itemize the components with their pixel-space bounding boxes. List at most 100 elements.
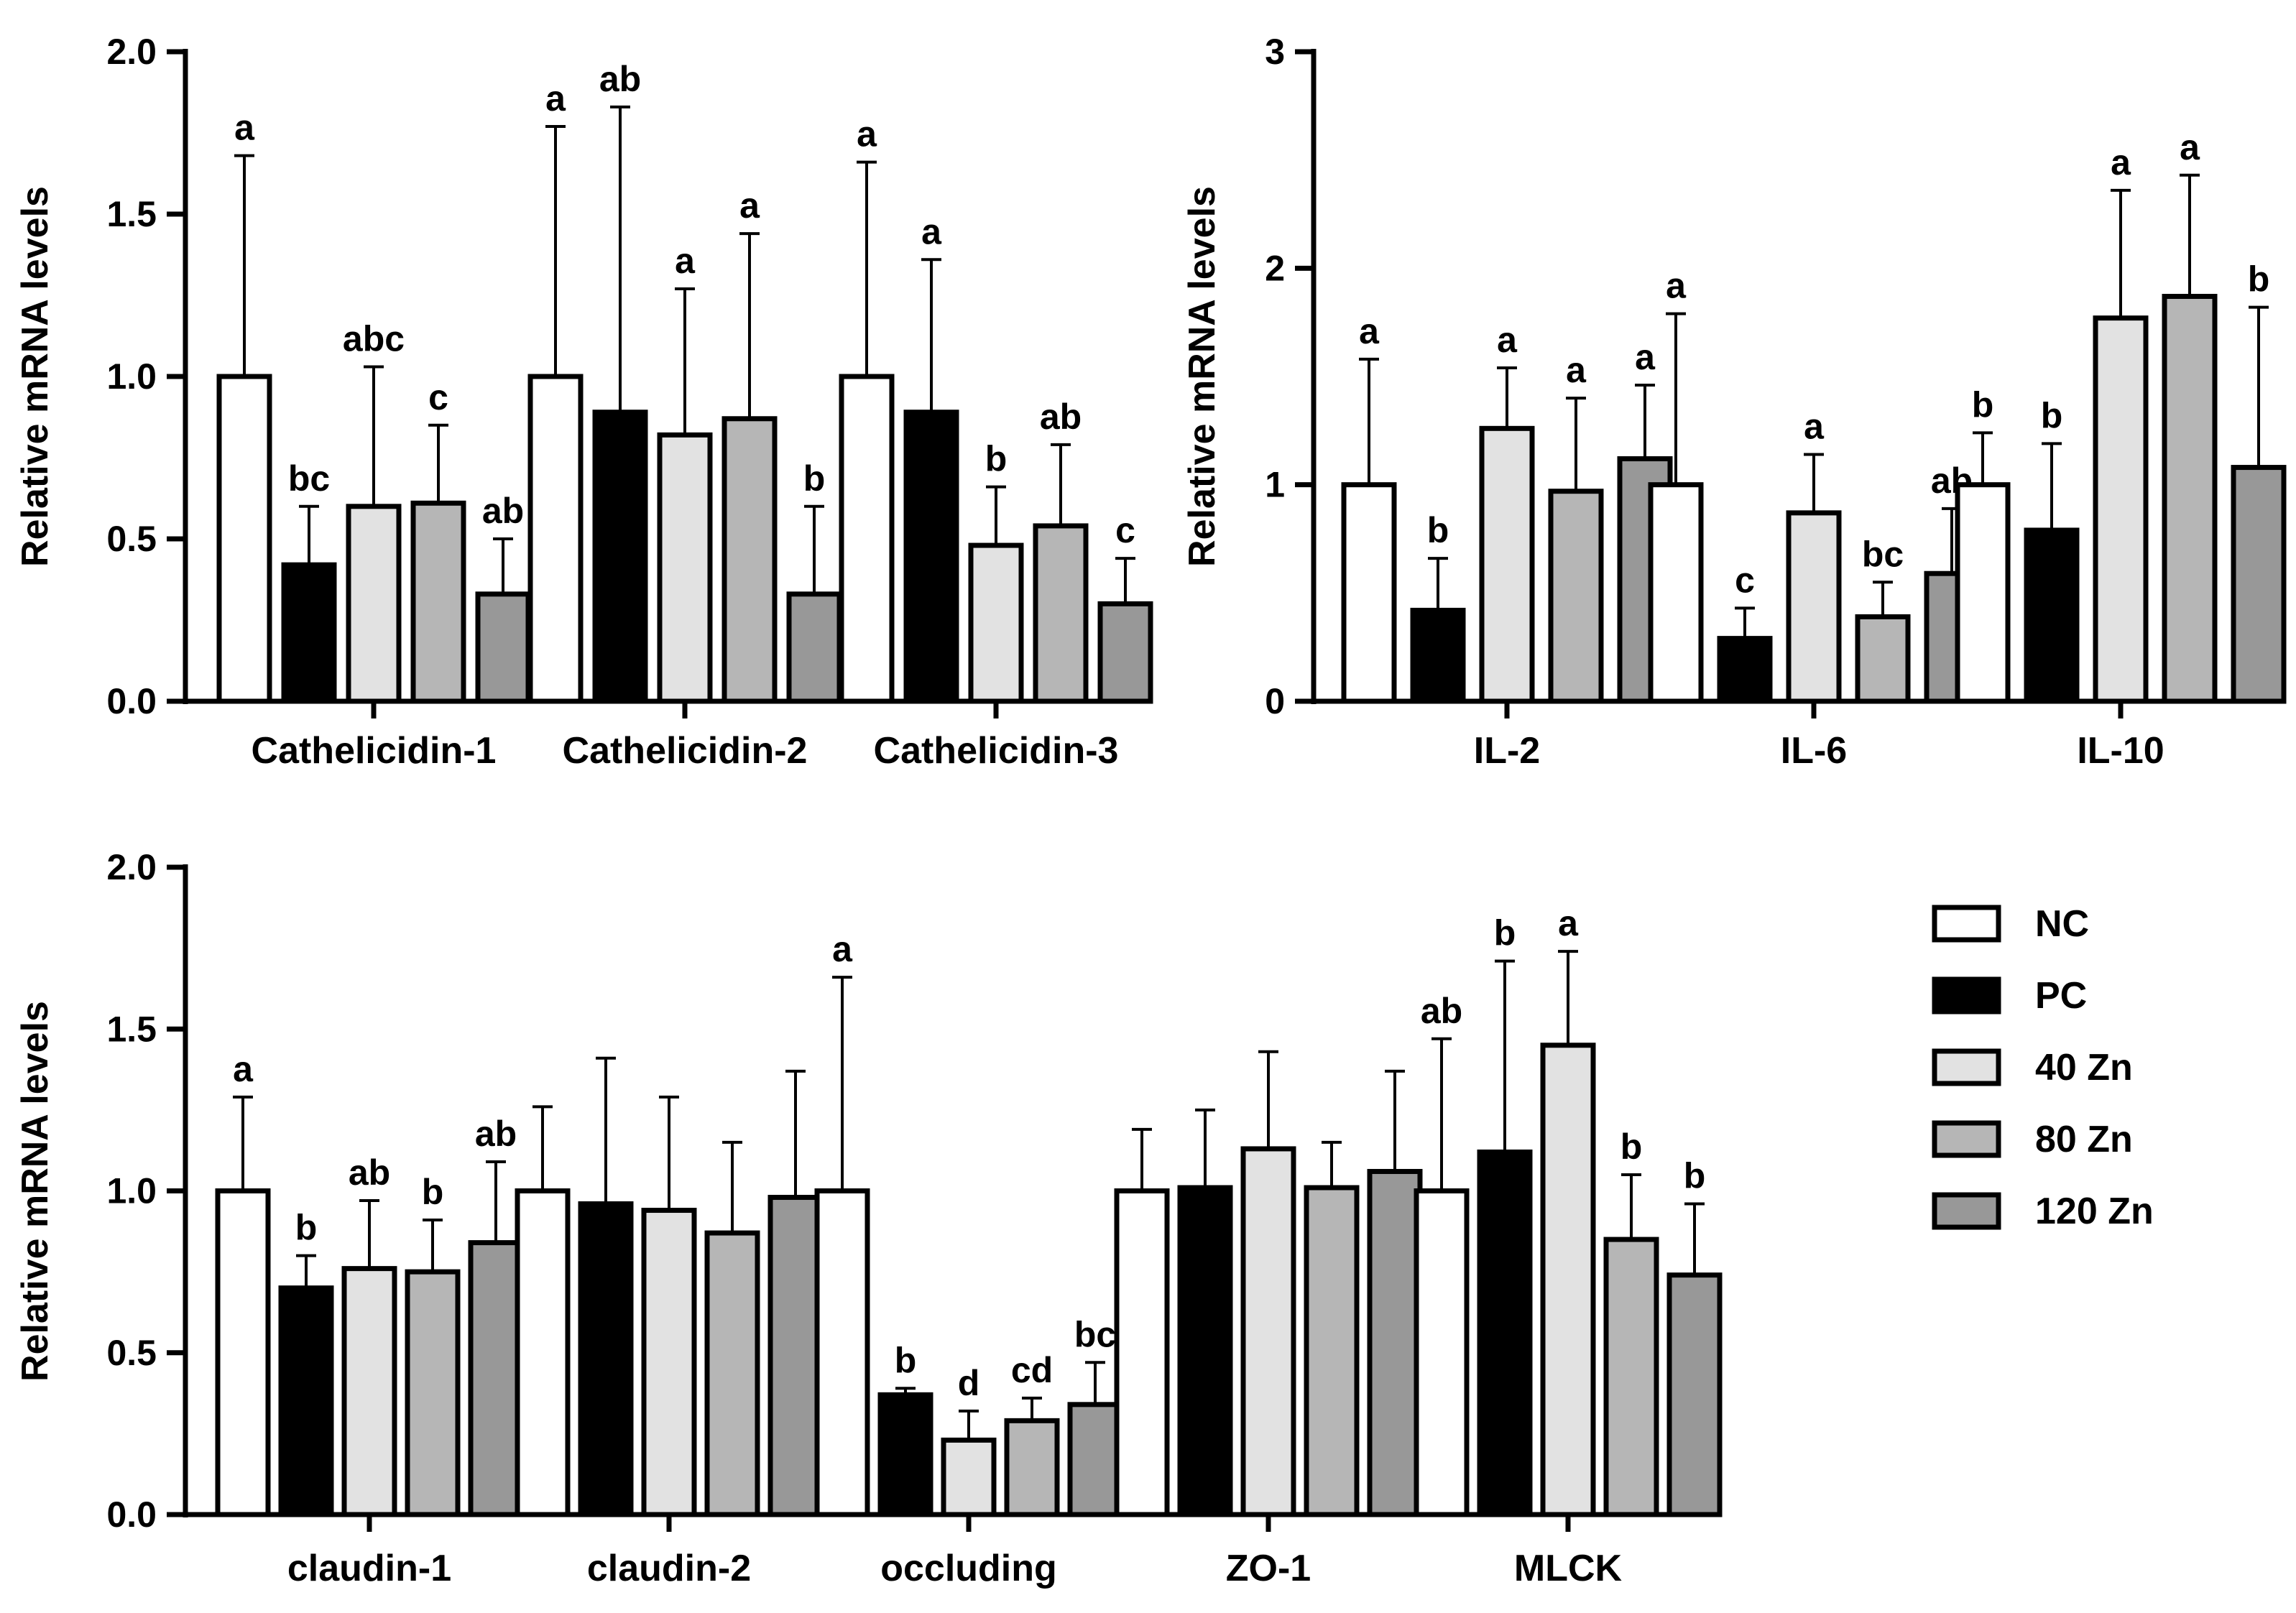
y-tick-label: 0.0	[106, 1494, 157, 1535]
significance-letter: a	[739, 185, 760, 226]
significance-letter: cd	[1011, 1350, 1053, 1390]
significance-letter: a	[1666, 266, 1687, 306]
bar-mlck-pc	[1477, 1149, 1533, 1517]
y-tick-label: 1	[1265, 465, 1285, 505]
significance-letter: a	[1497, 320, 1518, 360]
y-axis-label: Relative mRNA levels	[14, 1001, 56, 1382]
bar-zo-1-nc	[1114, 1188, 1170, 1517]
y-tick-label: 0.0	[106, 681, 157, 721]
x-tick-label-cathelicidin-2: Cathelicidin-2	[563, 730, 808, 772]
legend-label-40-zn: 40 Zn	[2035, 1047, 2133, 1089]
bar-cathelicidin-1-40-zn	[346, 504, 402, 704]
y-tick-label: 1.5	[106, 1009, 157, 1049]
bar-mlck-nc	[1414, 1188, 1470, 1517]
significance-letter: a	[234, 108, 255, 148]
y-tick-label: 0.5	[106, 519, 157, 559]
bar-cathelicidin-3-nc	[839, 374, 895, 704]
significance-letter: b	[1620, 1127, 1643, 1167]
significance-letter: a	[1804, 406, 1825, 446]
bar-il-10-80-zn	[2162, 294, 2218, 704]
x-tick-label-cathelicidin-3: Cathelicidin-3	[874, 730, 1119, 772]
bar-zo-1-pc	[1177, 1185, 1233, 1517]
bar-il-2-40-zn	[1479, 425, 1535, 704]
significance-letter: a	[2111, 142, 2131, 182]
significance-letter: a	[1558, 903, 1579, 943]
significance-letter: c	[428, 377, 448, 417]
legend-label-80-zn: 80 Zn	[2035, 1119, 2133, 1160]
x-tick-label-claudin-1: claudin-1	[287, 1548, 451, 1589]
bar-claudin-2-nc	[515, 1188, 571, 1517]
y-tick-label: 1.0	[106, 1171, 157, 1211]
bar-occluding-40-zn	[941, 1437, 997, 1517]
bar-mlck-80-zn	[1603, 1237, 1659, 1517]
bar-il-10-40-zn	[2093, 315, 2149, 704]
legend-swatch-80-zn	[1932, 1120, 2001, 1158]
bar-claudin-2-pc	[578, 1201, 634, 1517]
bar-claudin-1-120-zn	[468, 1240, 524, 1517]
bar-cathelicidin-2-pc	[592, 410, 648, 704]
panel-tight-junction: 0.0 0.5 1.0 1.5 2.0 Relative mRNA levels claud…	[14, 847, 1723, 1589]
bar-il-10-120-zn	[2231, 465, 2287, 704]
significance-letter: ab	[482, 491, 524, 531]
significance-letter: b	[1684, 1156, 1706, 1196]
legend-swatch-pc	[1932, 976, 2001, 1015]
legend: NC PC 40 Zn 80 Zn 120 Zn	[1932, 903, 2154, 1232]
bar-il-2-80-zn	[1548, 489, 1604, 704]
significance-letter: abc	[343, 318, 405, 359]
legend-label-nc: NC	[2035, 903, 2089, 945]
significance-letter: b	[803, 458, 826, 499]
bar-il-10-pc	[2024, 527, 2080, 704]
significance-letter: b	[295, 1208, 318, 1248]
x-tick-label-il-2: IL-2	[1474, 730, 1540, 772]
bar-claudin-1-pc	[278, 1285, 334, 1517]
significance-letter: a	[1635, 337, 1656, 377]
y-tick-label: 0.5	[106, 1333, 157, 1373]
bar-claudin-1-40-zn	[341, 1266, 397, 1517]
bar-claudin-1-80-zn	[405, 1269, 461, 1517]
bar-il-2-nc	[1341, 482, 1397, 704]
legend-label-120-zn: 120 Zn	[2035, 1191, 2154, 1232]
bar-mlck-40-zn	[1540, 1043, 1596, 1517]
x-tick-label-il-6: IL-6	[1781, 730, 1847, 772]
significance-letter: c	[1735, 560, 1755, 600]
y-tick-label: 3	[1265, 32, 1285, 72]
significance-letter: c	[1115, 510, 1135, 550]
bar-claudin-1-nc	[215, 1188, 271, 1517]
y-axis-label: Relative mRNA levels	[1181, 186, 1223, 567]
bar-occluding-pc	[877, 1392, 933, 1517]
significance-letter: a	[675, 241, 696, 281]
bar-il-6-pc	[1717, 636, 1773, 704]
x-tick-label-cathelicidin-1: Cathelicidin-1	[252, 730, 497, 772]
bar-cathelicidin-1-120-zn	[475, 591, 531, 704]
bar-zo-1-40-zn	[1240, 1146, 1296, 1517]
bar-cathelicidin-3-40-zn	[968, 542, 1024, 704]
bar-cathelicidin-1-80-zn	[410, 500, 466, 704]
significance-letter: a	[545, 78, 566, 119]
significance-letter: b	[2041, 395, 2063, 435]
x-tick-label-il-10: IL-10	[2077, 730, 2164, 772]
significance-letter: b	[1494, 913, 1516, 953]
bar-cathelicidin-3-pc	[903, 410, 959, 704]
legend-swatch-40-zn	[1932, 1048, 2001, 1086]
x-tick-label-mlck: MLCK	[1514, 1548, 1623, 1589]
x-tick-label-occluding: occluding	[880, 1548, 1057, 1589]
bar-occluding-nc	[814, 1188, 870, 1517]
y-tick-label: 2.0	[106, 32, 157, 72]
y-tick-label: 2	[1265, 248, 1285, 288]
significance-letter: bc	[288, 458, 330, 499]
significance-letter: a	[921, 211, 942, 251]
legend-swatch-nc	[1932, 905, 2001, 943]
bar-cathelicidin-2-40-zn	[657, 432, 713, 704]
bar-claudin-2-40-zn	[641, 1208, 697, 1517]
significance-letter: ab	[1040, 397, 1082, 437]
bar-cathelicidin-2-120-zn	[786, 591, 842, 704]
significance-letter: ab	[599, 59, 641, 99]
significance-letter: ab	[349, 1152, 390, 1193]
bar-cathelicidin-2-80-zn	[721, 416, 778, 704]
significance-letter: d	[958, 1363, 980, 1403]
significance-letter: a	[2180, 127, 2200, 167]
significance-letter: a	[1566, 350, 1587, 390]
significance-letter: a	[233, 1049, 254, 1089]
